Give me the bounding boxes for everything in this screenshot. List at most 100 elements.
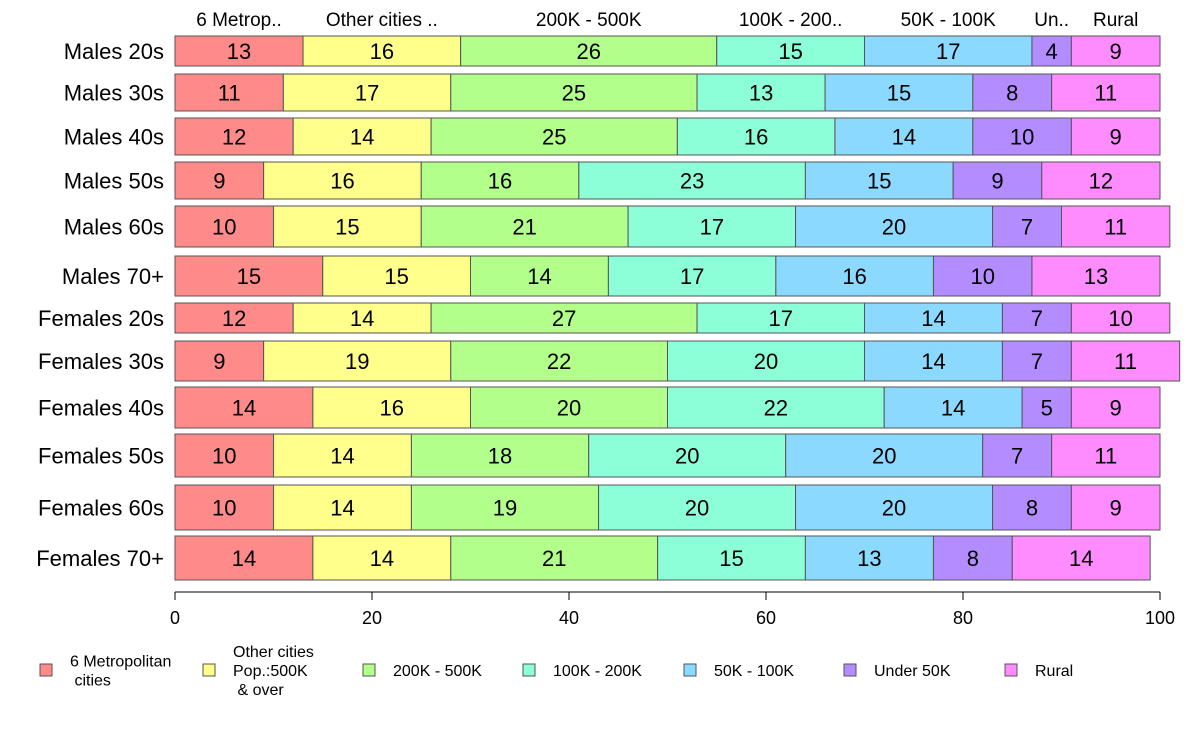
- category-label: Males 60s: [64, 215, 164, 240]
- data-label: 17: [936, 39, 960, 64]
- data-label: 17: [769, 306, 793, 331]
- bar-segment: [657, 535, 806, 581]
- data-label: 9: [213, 349, 225, 374]
- legend-swatch: [522, 663, 536, 677]
- data-label: 17: [700, 215, 724, 240]
- bar-segment: [992, 205, 1062, 248]
- bar-segment: [460, 35, 718, 67]
- series-top-label: 6 Metrop..: [196, 10, 282, 31]
- bar-segment: [932, 535, 1013, 581]
- bar-segment: [174, 205, 274, 248]
- bar-segment: [588, 433, 787, 478]
- data-label: 14: [921, 306, 945, 331]
- data-label: 9: [213, 169, 225, 194]
- data-label: 12: [222, 306, 246, 331]
- legend-label-line: Other cities: [233, 644, 314, 661]
- data-label: 9: [1110, 496, 1122, 521]
- bar-segment: [775, 255, 934, 297]
- legend-label-line: 100K - 200K: [553, 663, 642, 680]
- bar-segment: [1051, 433, 1161, 478]
- data-label: 11: [1114, 349, 1137, 374]
- series-top-label: Un..: [1034, 10, 1069, 31]
- legend-swatch: [202, 663, 216, 677]
- data-label: 16: [744, 125, 768, 150]
- legend-label: 50K - 100K: [714, 663, 794, 680]
- data-label: 9: [1110, 396, 1122, 421]
- data-label: 21: [542, 546, 566, 571]
- bar-segment: [322, 255, 471, 297]
- bar-segment: [952, 161, 1043, 200]
- data-label: 10: [1108, 306, 1132, 331]
- category-label: Females 40s: [38, 396, 164, 421]
- data-label: 15: [887, 81, 911, 106]
- bar-segment: [174, 161, 265, 200]
- legend-label-line: 200K - 500K: [393, 663, 482, 680]
- data-label: 10: [1010, 125, 1034, 150]
- data-label: 15: [867, 169, 891, 194]
- x-tick-label: 100: [1145, 608, 1175, 628]
- bar-segment: [410, 433, 590, 478]
- bar-segment: [450, 73, 698, 112]
- legend-label-line: Rural: [1035, 663, 1073, 680]
- bar-segment: [174, 535, 314, 581]
- data-label: 4: [1046, 39, 1058, 64]
- series-top-label: 200K - 500K: [536, 10, 642, 31]
- bar-segment: [1011, 535, 1151, 581]
- data-label: 14: [370, 546, 394, 571]
- bar-segment: [282, 73, 452, 112]
- legend-swatch: [39, 663, 53, 677]
- category-label: Males 50s: [64, 169, 164, 194]
- data-label: 21: [512, 215, 536, 240]
- category-label: Males 70+: [62, 264, 164, 289]
- legend-label-line: 50K - 100K: [714, 663, 794, 680]
- data-label: 16: [370, 39, 394, 64]
- data-label: 17: [680, 264, 704, 289]
- legend-label: Other cities Pop.:500K & over: [233, 644, 314, 699]
- bar-segment: [1001, 302, 1072, 334]
- data-label: 25: [542, 125, 566, 150]
- bar-segment: [864, 302, 1003, 334]
- data-label: 19: [493, 496, 517, 521]
- bar-segment: [667, 340, 865, 382]
- data-label: 23: [680, 169, 704, 194]
- data-label: 14: [232, 546, 256, 571]
- data-label: 14: [921, 349, 945, 374]
- data-label: 18: [488, 444, 512, 469]
- category-label: Females 70+: [36, 546, 164, 571]
- legend-label-line: Under 50K: [874, 663, 951, 680]
- legend-label-line: Pop.:500K: [233, 663, 308, 680]
- data-label: 20: [872, 444, 896, 469]
- bar-segment: [982, 433, 1053, 478]
- bar-segment: [578, 161, 806, 200]
- bar-segment: [1021, 386, 1072, 429]
- legend-swatch: [362, 663, 376, 677]
- data-label: 15: [237, 264, 261, 289]
- x-tick-label: 40: [559, 608, 579, 628]
- data-label: 9: [1110, 39, 1122, 64]
- bar-segment: [696, 302, 865, 334]
- bar-segment: [470, 255, 609, 297]
- data-label: 14: [330, 444, 354, 469]
- bar-segment: [1031, 255, 1161, 297]
- data-label: 8: [1026, 496, 1038, 521]
- data-label: 15: [719, 546, 743, 571]
- bar-segment: [174, 73, 284, 112]
- bar-segment: [1001, 340, 1072, 382]
- data-label: 15: [384, 264, 408, 289]
- category-label: Males 30s: [64, 81, 164, 106]
- series-top-label: 100K - 200..: [739, 10, 843, 31]
- data-label: 14: [350, 306, 374, 331]
- bar-segment: [972, 73, 1053, 112]
- bar-segment: [992, 484, 1072, 531]
- data-label: 15: [778, 39, 802, 64]
- bar-segment: [1070, 302, 1171, 334]
- data-label: 14: [1069, 546, 1093, 571]
- bar-segment: [795, 484, 994, 531]
- bar-segment: [174, 433, 274, 478]
- legend-swatch: [1004, 663, 1018, 677]
- bar-segment: [864, 340, 1003, 382]
- data-label: 14: [892, 125, 916, 150]
- data-label: 14: [527, 264, 551, 289]
- data-label: 5: [1041, 396, 1053, 421]
